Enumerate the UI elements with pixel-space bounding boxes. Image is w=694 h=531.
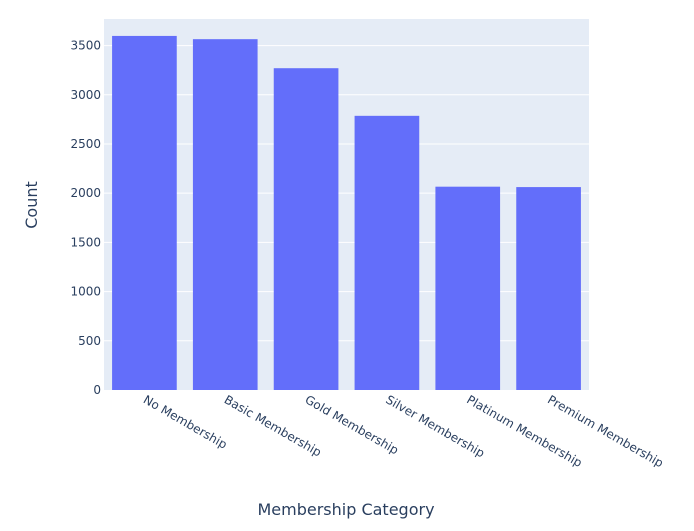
bar[interactable] <box>273 68 339 390</box>
gridlines <box>104 45 589 342</box>
bar[interactable] <box>192 39 258 391</box>
bar[interactable] <box>516 187 581 390</box>
y-tick-label: 0 <box>93 383 101 397</box>
y-axis-title: Count <box>22 181 41 229</box>
plot-background <box>104 19 589 390</box>
bar[interactable] <box>354 115 420 390</box>
x-tick-label: No Membership <box>141 392 230 451</box>
bar[interactable] <box>112 35 177 390</box>
bars <box>112 35 581 391</box>
x-axis-title: Membership Category <box>257 500 434 519</box>
bar[interactable] <box>435 186 501 390</box>
y-tick-label: 2000 <box>70 186 101 200</box>
y-tick-label: 2500 <box>70 137 101 151</box>
y-axis-ticks: 0 500 1000 1500 2000 2500 3000 3500 <box>70 39 101 397</box>
y-tick-label: 500 <box>78 334 101 348</box>
y-tick-label: 1500 <box>70 235 101 249</box>
y-tick-label: 3000 <box>70 88 101 102</box>
y-tick-label: 3500 <box>70 39 101 53</box>
y-tick-label: 1000 <box>70 285 101 299</box>
